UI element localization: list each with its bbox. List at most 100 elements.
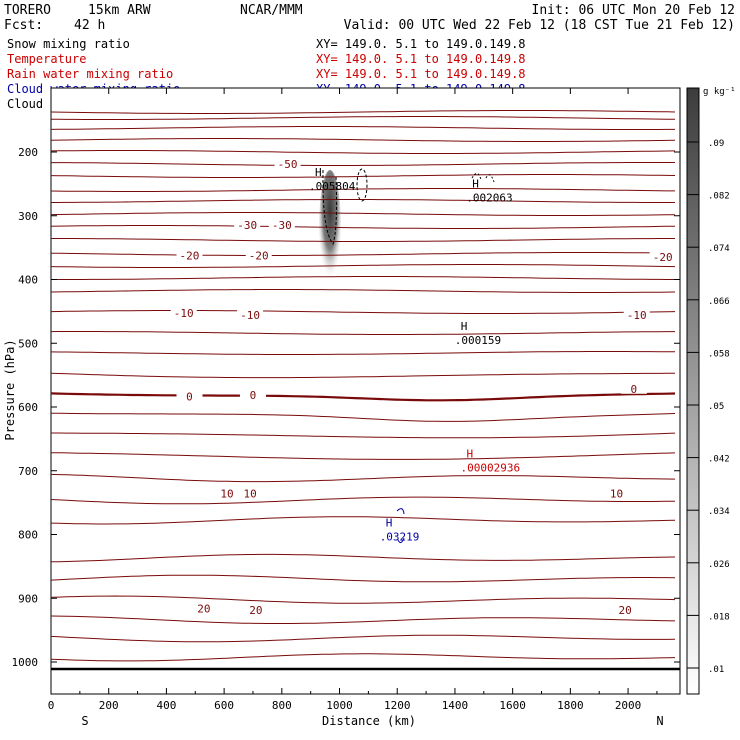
temperature-contour-line — [50, 150, 676, 154]
temperature-contour-line — [50, 289, 676, 293]
temperature-contour-line — [51, 276, 675, 280]
x-tick-label: 800 — [272, 699, 292, 712]
temperature-label: 0 — [186, 390, 193, 403]
colorbar-tick-label: .066 — [708, 297, 730, 307]
y-tick-label: 400 — [18, 274, 38, 287]
colorbar-unit: g kg⁻¹ — [703, 87, 736, 97]
temperature-contour-line — [50, 174, 676, 178]
temperature-label: -20 — [180, 250, 200, 263]
temperature-labels: -50 -30 -30 -20 -20 -20 -10 -10 -10 0 0 0 10 10 10 20 20… — [170, 157, 676, 617]
maximum-value: .000159 — [455, 334, 501, 347]
colorbar — [686, 87, 700, 695]
y-tick-label: 1000 — [12, 656, 39, 669]
colorbar-tick-label: .018 — [708, 612, 730, 622]
snow-shading — [319, 170, 341, 286]
y-tick-label: 200 — [18, 146, 38, 159]
temperature-contour-line — [51, 116, 675, 120]
legend-field-xy: XY= 149.0. 5.1 to 149.0.149.8 — [316, 37, 526, 51]
maximum-marker: H — [386, 517, 393, 530]
temperature-label-bg — [170, 306, 197, 318]
temperature-contour-line — [50, 653, 676, 662]
colorbar-tick-label: .05 — [708, 402, 724, 412]
legend-field-name: Snow mixing ratio — [7, 37, 130, 51]
temperature-label-bg — [268, 218, 295, 230]
temperature-label: -50 — [278, 158, 298, 171]
colorbar-tick-label: .074 — [708, 244, 730, 254]
temperature-contour-line — [50, 126, 675, 130]
y-tick-label: 800 — [18, 529, 38, 542]
temperature-contour-line — [50, 372, 675, 379]
colorbar-tick-label: .042 — [708, 455, 730, 465]
temperature-label-bg — [214, 487, 241, 499]
temperature-label-bg — [620, 382, 647, 394]
temperature-label: 0 — [250, 389, 257, 402]
y-tick-label: 600 — [18, 401, 38, 414]
temperature-label: 20 — [619, 604, 632, 617]
temperature-contour-line — [50, 392, 676, 402]
fcst-value: 42 h — [74, 18, 105, 33]
temperature-contour-line — [50, 110, 676, 114]
x-tick-label: 600 — [214, 699, 234, 712]
legend-field-xy: XY= 149.0. 5.1 to 149.0.149.8 — [316, 67, 526, 81]
y-tick-label: 900 — [18, 592, 38, 605]
maximum-marker: H — [466, 448, 473, 461]
temperature-contour-line — [50, 310, 676, 314]
cloud-water-contour — [396, 508, 405, 544]
temperature-label: 10 — [220, 487, 233, 500]
maximum-marker: H — [315, 166, 322, 179]
temperature-contour-line — [50, 595, 676, 604]
legend-field-xy: XY= 149.0. 5.1 to 149.0.149.8 — [316, 52, 526, 66]
y-axis-label: Pressure (hPa) — [3, 339, 17, 440]
y-tick-label: 300 — [18, 210, 38, 223]
temperature-contour-line — [50, 212, 676, 216]
colorbar-tick-label: .058 — [708, 349, 730, 359]
init-time: Init: 06 UTC Mon 20 Feb 12 — [532, 3, 736, 18]
snow-contour — [322, 169, 338, 246]
axes: 0 200 400 600 800 1000 1200 1400 1600 1800 2000200… — [12, 88, 680, 712]
valid-time: Valid: 00 UTC Wed 22 Feb 12 (18 CST Tue … — [344, 18, 735, 33]
temperature-label: -20 — [653, 251, 673, 264]
maximum-value: .00002936 — [460, 462, 520, 475]
x-tick-label: 2000 — [615, 699, 642, 712]
temperature-label-bg — [237, 308, 264, 320]
center-name: NCAR/MMM — [240, 3, 303, 18]
y-tick-label: 500 — [18, 337, 38, 350]
temperature-contour-line — [50, 264, 676, 268]
colorbar-ticks: .09 .082 .074 .066 .058 .05 .042 .034 .026 .018 .0… — [687, 139, 730, 675]
x-tick-label: 1400 — [442, 699, 469, 712]
temperature-contour-line — [50, 452, 676, 460]
temperature-contour-line — [50, 188, 675, 192]
temperature-contour-line — [51, 199, 675, 203]
fcst-label: Fcst: — [4, 18, 43, 33]
temperature-label: -10 — [627, 309, 647, 322]
temperature-label: 20 — [197, 603, 210, 616]
temperature-contour-line — [51, 238, 675, 242]
temperature-label-bg — [649, 250, 676, 262]
north-label: N — [656, 714, 663, 728]
temperature-label-bg — [237, 487, 264, 499]
temperature-contour-line — [50, 553, 676, 563]
temperature-contour-line — [50, 634, 676, 643]
x-tick-label: 0 — [48, 699, 55, 712]
temperature-label: 10 — [610, 487, 623, 500]
temperature-contour-line — [50, 225, 676, 229]
temperature-label: -20 — [249, 250, 269, 263]
temperature-label-bg — [274, 157, 301, 169]
ice-contour — [471, 173, 495, 183]
snow-contour — [356, 168, 368, 202]
colorbar-tick-label: .082 — [708, 192, 730, 202]
temperature-label-bg — [234, 218, 261, 230]
temperature-label: 0 — [631, 383, 638, 396]
temperature-label-bg — [190, 602, 217, 614]
legend-field-name: Temperature — [7, 52, 86, 66]
temperature-label: -30 — [272, 219, 292, 232]
legend-field-name: Rain water mixing ratio — [7, 67, 173, 81]
temperature-label: -10 — [174, 307, 194, 320]
model-run: 15km ARW — [88, 3, 151, 18]
maxima-labels: H.005804 H.002063H.000159H.00002936H.0321… — [309, 166, 520, 544]
south-label: S — [81, 714, 88, 728]
colorbar-tick-label: .09 — [708, 139, 724, 149]
colorbar-tick-label: .034 — [708, 507, 730, 517]
temperature-label: 20 — [249, 604, 262, 617]
